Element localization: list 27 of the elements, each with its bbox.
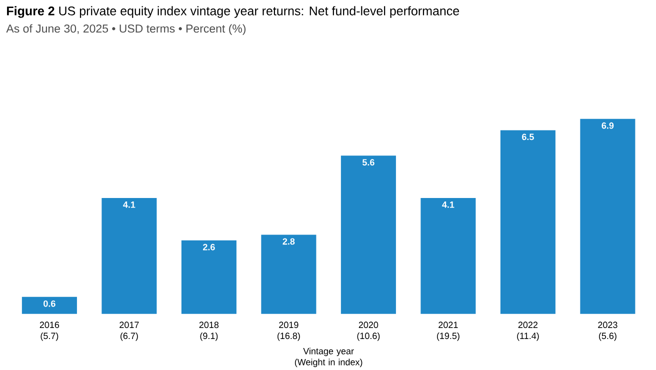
chart-title: Figure 2 US private equity index vintage year returns: Net fund-level performance	[7, 6, 460, 18]
bar	[420, 198, 476, 314]
x-tick-label: 2022 (11.4)	[517, 321, 539, 341]
data-label: 5.6	[362, 158, 374, 166]
x-tick-label: 2021 (19.5)	[437, 321, 460, 341]
data-label: 2.8	[282, 238, 295, 244]
bar	[500, 130, 556, 314]
bar	[22, 296, 77, 314]
x-tick-label: 2017 (6.7)	[120, 321, 139, 341]
bar	[340, 155, 396, 314]
x-tick-label: 2020 (10.6)	[357, 321, 380, 341]
data-label: 4.1	[123, 201, 136, 208]
x-tick-label: 2016 (5.7)	[40, 321, 60, 341]
x-tick-label: 2018 (9.1)	[199, 321, 219, 341]
x-axis-title: Vintage year (Weight in index)	[294, 347, 362, 367]
chart-subtitle: As of June 30, 2025 • USD terms • Percent (%)	[6, 24, 246, 35]
bar	[580, 118, 636, 314]
data-label: 0.6	[44, 300, 56, 307]
x-tick-label: 2019 (16.8)	[278, 321, 300, 341]
data-label: 4.1	[442, 201, 454, 208]
data-label: 2.6	[203, 244, 215, 250]
bar	[261, 234, 316, 314]
data-label: 6.5	[522, 134, 534, 140]
x-tick-label: 2023 (5.6)	[598, 321, 618, 341]
data-label: 6.9	[602, 122, 614, 129]
bar	[181, 240, 236, 314]
bar	[102, 198, 157, 314]
